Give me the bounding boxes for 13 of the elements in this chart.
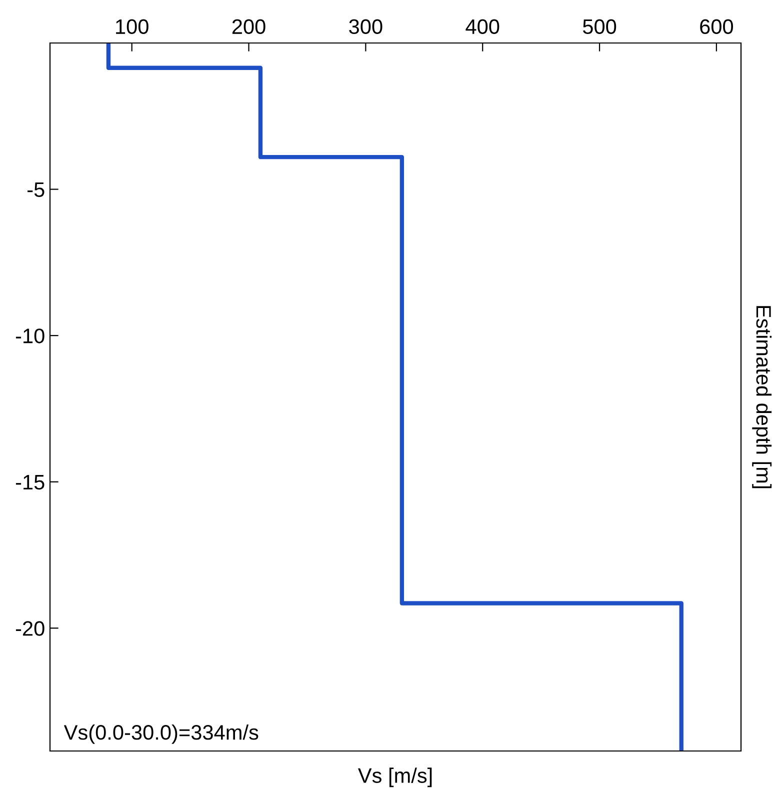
x-tick-label: 200 (232, 19, 266, 34)
y-tick-label: -5 (28, 182, 44, 198)
x-tick-label: 600 (700, 19, 734, 34)
x-tick-label: 300 (349, 19, 382, 34)
x-axis-title: Vs [m/s] (358, 768, 432, 788)
annotation: Vs(0.0-30.0)=334m/s (64, 724, 258, 744)
x-tick-label: 400 (466, 19, 500, 34)
y-axis-title: Estimated depth [m] (752, 306, 772, 488)
x-tick-label: 500 (582, 19, 616, 34)
x-tick-label: 100 (116, 19, 148, 34)
y-tick-label: -15 (16, 475, 44, 490)
y-tick-label: -20 (16, 621, 44, 636)
y-tick-label: -10 (16, 328, 44, 344)
